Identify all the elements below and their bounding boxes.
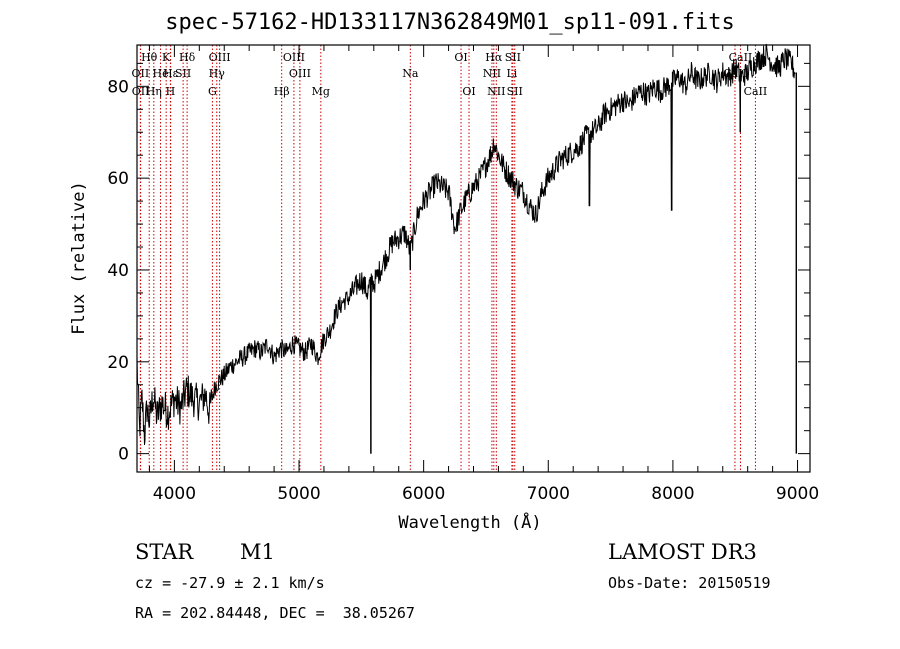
reference-line-label: Li [506, 67, 517, 80]
reference-line-label: Hθ [141, 51, 158, 64]
x-tick-label: 8000 [651, 484, 694, 504]
reference-line-label: CaII [744, 85, 768, 98]
reference-line-label: OIII [283, 51, 305, 64]
reference-line-label: Hε [163, 67, 179, 80]
reference-line-label: G [208, 85, 217, 98]
reference-line-label: CaII [729, 51, 753, 64]
reference-line-label: OI [454, 51, 467, 64]
spectrum-line [136, 43, 796, 454]
reference-line-label: Hδ [179, 51, 196, 64]
x-tick-label: 5000 [277, 484, 320, 504]
y-tick-label: 80 [107, 77, 129, 97]
axes-group: 4000 5000 6000 7000 8000 9000 0 20 40 60 80 [107, 44, 819, 504]
reference-line-label: SII [175, 67, 191, 80]
reference-line-label: He [153, 67, 169, 80]
reference-line-label: OIII [289, 67, 311, 80]
spectrum-group [136, 43, 797, 454]
x-tick-label: 7000 [527, 484, 570, 504]
reference-line-label: SII [507, 85, 523, 98]
reference-line-label: OII [132, 67, 150, 80]
reference-line-label: NII [483, 67, 501, 80]
object-class: STAR [135, 540, 194, 564]
reference-line-label: Mg [312, 85, 330, 98]
reference-line-label: OI [462, 85, 475, 98]
reference-line-label: SII [505, 51, 521, 64]
x-tick-label: 4000 [153, 484, 196, 504]
reference-line-label: Hα [485, 51, 503, 64]
reference-lines-group [139, 45, 756, 472]
plot-frame [136, 44, 811, 473]
reference-line-label: Hη [146, 85, 162, 98]
survey-name: LAMOST DR3 [608, 540, 757, 564]
y-tick-label: 40 [107, 261, 129, 281]
reference-line-label: Hγ [209, 67, 226, 80]
reference-line-label: Na [402, 67, 419, 80]
x-tick-label: 9000 [776, 484, 819, 504]
reference-line-label: H [166, 85, 176, 98]
y-tick-label: 0 [118, 445, 129, 465]
x-tick-label: 6000 [402, 484, 445, 504]
object-subclass: M1 [240, 540, 275, 564]
redshift-cz: cz = -27.9 ± 2.1 km/s [135, 574, 325, 592]
chart-title: spec-57162-HD133117N362849M01_sp11-091.f… [165, 10, 735, 35]
y-tick-label: 60 [107, 169, 129, 189]
reference-line-label: Hβ [274, 85, 290, 98]
reference-line-label: NII [487, 85, 505, 98]
reference-line-label: K [162, 51, 171, 64]
x-axis-title: Wavelength (Å) [398, 511, 541, 533]
reference-line-label: OII [132, 85, 150, 98]
reference-line-label: OIII [209, 51, 231, 64]
coordinates: RA = 202.84448, DEC = 38.05267 [135, 604, 415, 622]
y-axis-title: Flux (relative) [69, 181, 89, 335]
obs-date: Obs-Date: 20150519 [608, 574, 771, 592]
y-tick-label: 20 [107, 353, 129, 373]
